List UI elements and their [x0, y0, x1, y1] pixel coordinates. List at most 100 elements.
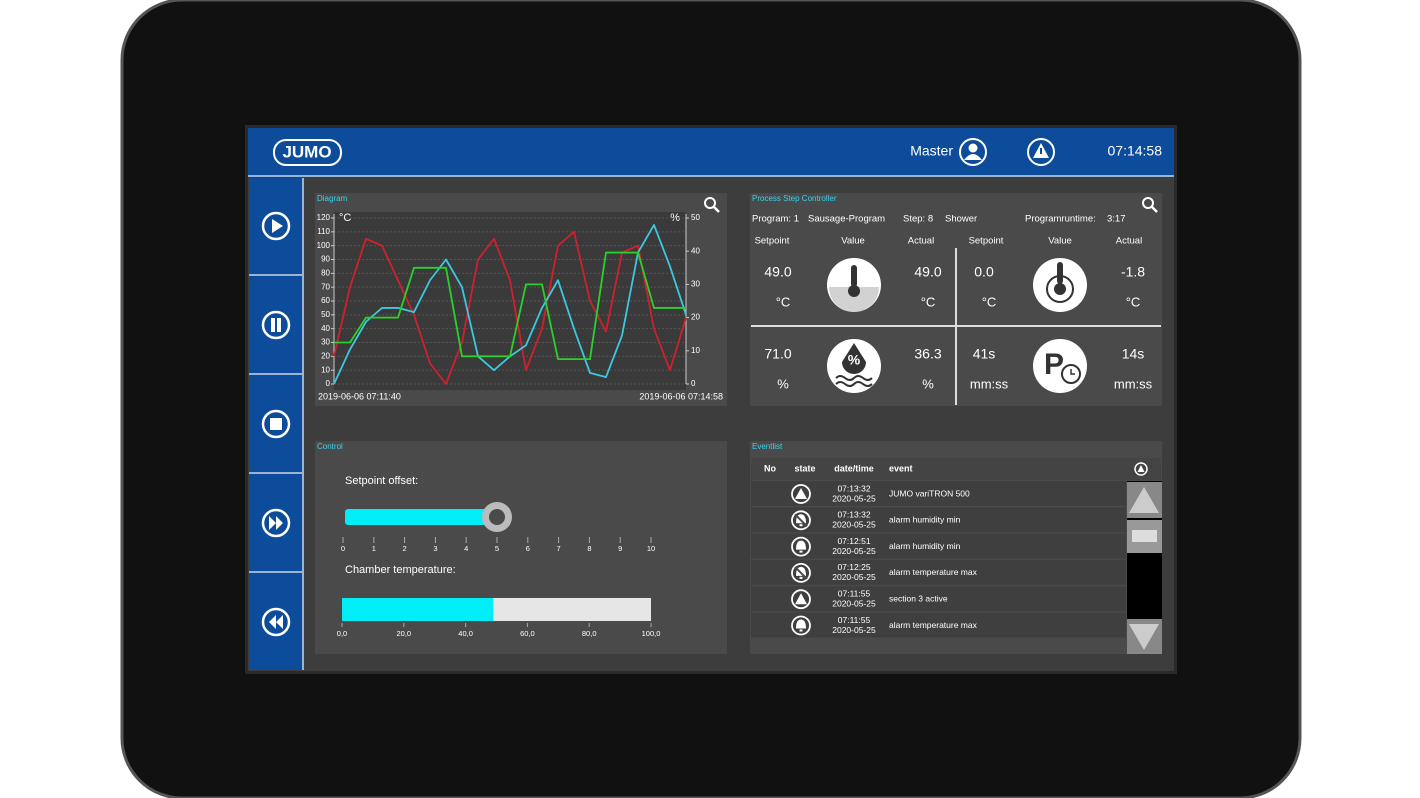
table-header	[751, 458, 1161, 480]
setpoint: 71.0	[764, 346, 791, 362]
column-header: date/time	[834, 463, 874, 473]
x-tick-label: 2019-06-06 07:11:40	[318, 391, 401, 401]
logo: JUMO	[282, 142, 331, 161]
event-text: alarm temperature max	[889, 620, 978, 630]
state-icon	[795, 593, 807, 605]
row-bg	[751, 507, 1126, 533]
y2-tick-label: 30	[691, 280, 700, 289]
event-date: 2020-05-25	[832, 520, 876, 530]
y-tick-label: 70	[321, 282, 330, 291]
row-bg	[751, 533, 1126, 559]
program-name: Sausage-Program	[808, 214, 885, 225]
tick-label: 6	[526, 544, 530, 553]
sidebar-button[interactable]	[249, 373, 302, 439]
y-tick-label: 60	[321, 296, 330, 305]
tick-label: 7	[557, 544, 561, 553]
sidebar-button[interactable]	[249, 472, 302, 538]
row-bg	[751, 586, 1126, 612]
column-header: Setpoint	[755, 236, 790, 247]
clock: 07:14:58	[1108, 143, 1163, 159]
user-name: Master	[910, 143, 953, 159]
header-bar	[248, 128, 1174, 175]
tick-label: 3	[433, 544, 437, 553]
event-date: 2020-05-25	[832, 598, 876, 608]
slider-knob-hole	[489, 509, 505, 525]
column-header: Actual	[1116, 236, 1142, 247]
actual: 49.0	[914, 264, 941, 280]
unit: mm:ss	[1114, 376, 1153, 391]
sidebar-button[interactable]	[249, 571, 302, 637]
column-header: No	[764, 463, 776, 473]
state-icon-ring	[791, 510, 811, 531]
scroll-down[interactable]	[1127, 619, 1162, 654]
icon-pause-time: P	[1033, 339, 1087, 393]
scroll-thumb-grip	[1132, 530, 1157, 542]
tick-label: 20,0	[396, 629, 411, 638]
acknowledge-button[interactable]	[1134, 462, 1148, 476]
y-tick-label: 10	[321, 365, 330, 374]
y-tick-label: 40	[321, 324, 330, 333]
panel-title: Control	[317, 442, 343, 451]
actual: 14s	[1122, 346, 1145, 362]
column-header: Actual	[908, 236, 934, 247]
y-tick-label: 110	[317, 227, 330, 236]
tick-label: 80,0	[582, 629, 597, 638]
scroll-up[interactable]	[1127, 482, 1162, 518]
alarm-button[interactable]	[1027, 138, 1055, 166]
tick-label: 9	[618, 544, 622, 553]
series-line	[334, 251, 686, 361]
sidebar-button[interactable]	[261, 211, 291, 241]
step-name: Shower	[945, 214, 977, 225]
state-icon	[796, 540, 806, 553]
y-tick-label: 120	[317, 213, 331, 222]
zoom-button[interactable]	[1142, 197, 1158, 213]
column-header: Value	[1048, 236, 1072, 247]
y-tick-label: 20	[321, 351, 330, 360]
state-icon-ring	[791, 484, 811, 504]
zoom-button[interactable]	[704, 197, 720, 213]
column-header: Setpoint	[969, 236, 1004, 247]
y-tick-label: 90	[321, 255, 330, 264]
column-header: state	[794, 463, 815, 473]
event-text: JUMO variTRON 500	[889, 488, 970, 498]
icon-temperature	[827, 258, 881, 312]
setpoint: 41s	[973, 346, 996, 362]
tick-label: 0,0	[337, 629, 347, 638]
user-button[interactable]	[959, 138, 987, 166]
tick-label: 5	[495, 544, 499, 553]
button-ring	[261, 211, 291, 241]
event-time: 07:12:25	[837, 562, 870, 572]
row-bg	[751, 481, 1126, 506]
control-panel	[315, 441, 727, 654]
unit: °C	[921, 294, 936, 309]
y-tick-label: 80	[321, 268, 330, 277]
tick-label: 60,0	[520, 629, 535, 638]
runtime-label: Programruntime:	[1025, 214, 1096, 225]
y2-tick-label: 40	[691, 246, 700, 255]
button-icon	[269, 516, 283, 530]
tick-label: 1	[372, 544, 376, 553]
button-icon	[272, 219, 283, 233]
program-label: Program: 1	[752, 214, 799, 225]
actual: -1.8	[1121, 264, 1145, 280]
tick-label: 4	[464, 544, 468, 553]
runtime: 3:17	[1107, 214, 1126, 225]
button-ring	[261, 409, 291, 439]
unit: °C	[1126, 294, 1141, 309]
sidebar	[249, 178, 304, 670]
state-icon-ring	[791, 563, 811, 583]
button-ring	[261, 310, 291, 340]
sidebar-button[interactable]	[249, 274, 302, 340]
event-text: section 3 active	[889, 593, 948, 603]
logo-frame	[273, 139, 342, 166]
unit: °C	[982, 294, 997, 309]
state-icon-ring	[791, 589, 811, 610]
event-date: 2020-05-25	[832, 493, 876, 503]
event-text: alarm humidity min	[889, 515, 961, 525]
